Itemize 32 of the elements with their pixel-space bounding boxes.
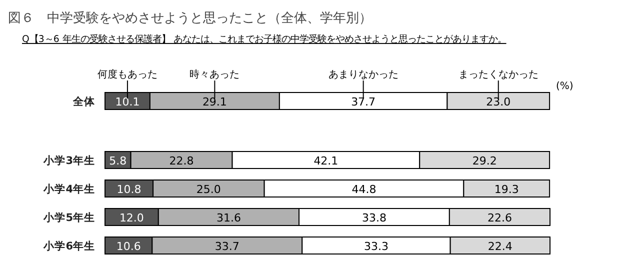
series-label: あまりなかった bbox=[328, 70, 398, 80]
data-label: 29.1 bbox=[202, 96, 227, 108]
data-label: 33.8 bbox=[362, 212, 386, 224]
data-label: 44.8 bbox=[352, 183, 376, 196]
y-tick-label: 小学4年生 bbox=[42, 182, 95, 196]
data-label: 10.8 bbox=[116, 183, 142, 196]
data-label: 12.0 bbox=[119, 212, 144, 224]
chart-subtitle: Q【3～6 年生の受験させる保護者】 あなたは、これまでお子様の中学受験をやめさせようと思ったことがありますか。 bbox=[22, 34, 506, 45]
series-label: 何度もあった bbox=[97, 68, 158, 80]
data-label: 25.0 bbox=[196, 183, 221, 196]
data-label: 22.8 bbox=[169, 154, 194, 168]
data-label: 10.1 bbox=[115, 96, 140, 108]
y-tick-label: 小学5年生 bbox=[42, 211, 95, 224]
data-label: 23.0 bbox=[486, 96, 511, 108]
text: (%) bbox=[556, 81, 574, 92]
data-label: 22.4 bbox=[488, 240, 512, 253]
data-label: 33.3 bbox=[364, 240, 388, 253]
series-label: まったくなかった bbox=[458, 70, 538, 80]
data-label: 22.6 bbox=[487, 212, 512, 224]
data-label: 33.7 bbox=[214, 240, 240, 253]
y-tick-label: 全体 bbox=[72, 95, 96, 108]
data-label: 5.8 bbox=[109, 154, 127, 168]
data-label: 19.3 bbox=[494, 183, 519, 196]
chart-title: 図６ 中学受験をやめさせようと思ったこと（全体、学年別） bbox=[8, 11, 372, 26]
data-label: 42.1 bbox=[314, 154, 338, 168]
y-tick-label: 小学3年生 bbox=[42, 154, 95, 167]
data-label: 10.6 bbox=[116, 240, 141, 253]
data-label: 31.6 bbox=[216, 212, 241, 224]
data-label: 37.7 bbox=[351, 96, 376, 108]
series-label: 時々あった bbox=[190, 68, 240, 80]
data-label: 29.2 bbox=[472, 154, 497, 168]
y-tick-label: 小学6年生 bbox=[42, 240, 95, 252]
